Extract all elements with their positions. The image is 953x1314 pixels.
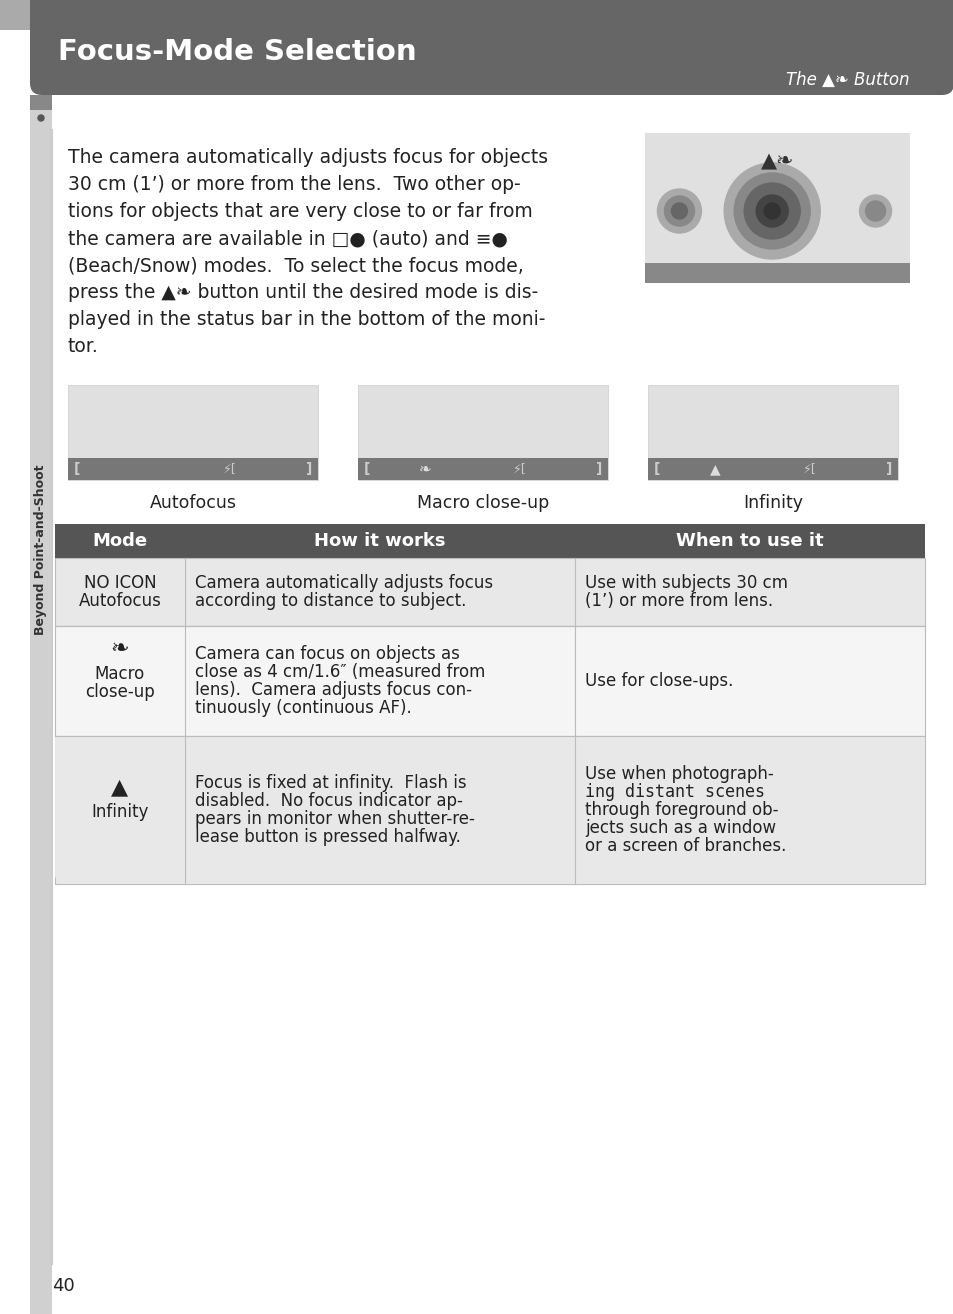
Text: tions for objects that are very close to or far from: tions for objects that are very close to… bbox=[68, 202, 532, 221]
Text: Beyond Point-and-Shoot: Beyond Point-and-Shoot bbox=[34, 465, 48, 635]
Text: lens).  Camera adjusts focus con-: lens). Camera adjusts focus con- bbox=[194, 681, 472, 699]
Text: 30 cm (1’) or more from the lens.  Two other op-: 30 cm (1’) or more from the lens. Two ot… bbox=[68, 175, 520, 194]
Text: ▲: ▲ bbox=[709, 463, 720, 476]
Bar bbox=[55, 558, 924, 625]
Text: ▲❧: ▲❧ bbox=[760, 151, 794, 171]
Bar bbox=[644, 263, 909, 283]
Bar bbox=[55, 736, 924, 809]
Text: Use with subjects 30 cm: Use with subjects 30 cm bbox=[584, 574, 787, 593]
Bar bbox=[0, 0, 953, 30]
Text: pears in monitor when shutter-re-: pears in monitor when shutter-re- bbox=[194, 809, 475, 828]
Bar bbox=[30, 0, 953, 50]
Text: Focus is fixed at infinity.  Flash is: Focus is fixed at infinity. Flash is bbox=[194, 774, 466, 792]
Text: close-up: close-up bbox=[85, 683, 154, 700]
Text: [: [ bbox=[364, 463, 370, 476]
Text: or a screen of branches.: or a screen of branches. bbox=[584, 837, 785, 855]
Bar bbox=[357, 459, 607, 480]
Text: tinuously (continuous AF).: tinuously (continuous AF). bbox=[194, 699, 412, 717]
Bar bbox=[647, 385, 897, 480]
Text: Autofocus: Autofocus bbox=[150, 494, 236, 512]
Circle shape bbox=[859, 194, 891, 227]
Circle shape bbox=[864, 201, 884, 221]
Text: through foreground ob-: through foreground ob- bbox=[584, 802, 778, 819]
Text: [: [ bbox=[74, 463, 80, 476]
Text: Use for close-ups.: Use for close-ups. bbox=[584, 671, 733, 690]
Text: ⚡[: ⚡[ bbox=[513, 463, 526, 476]
Circle shape bbox=[663, 196, 694, 226]
Text: ⚡[: ⚡[ bbox=[802, 463, 816, 476]
Text: ❧: ❧ bbox=[418, 461, 432, 477]
Bar bbox=[647, 459, 897, 480]
Bar bbox=[30, 95, 52, 110]
Circle shape bbox=[657, 189, 700, 233]
Text: disabled.  No focus indicator ap-: disabled. No focus indicator ap- bbox=[194, 792, 462, 809]
Bar bbox=[68, 385, 317, 480]
Text: Macro close-up: Macro close-up bbox=[416, 494, 549, 512]
Text: lease button is pressed halfway.: lease button is pressed halfway. bbox=[194, 828, 460, 846]
Text: Camera automatically adjusts focus: Camera automatically adjusts focus bbox=[194, 574, 493, 593]
Text: NO ICON: NO ICON bbox=[84, 574, 156, 593]
Text: ❧: ❧ bbox=[111, 639, 130, 660]
Text: press the ▲❧ button until the desired mode is dis-: press the ▲❧ button until the desired mo… bbox=[68, 283, 537, 302]
Text: ]: ] bbox=[884, 463, 891, 476]
Text: ]: ] bbox=[305, 463, 312, 476]
FancyBboxPatch shape bbox=[55, 524, 924, 884]
Text: the camera are available in □● (auto) and ≡●: the camera are available in □● (auto) an… bbox=[68, 229, 507, 248]
Circle shape bbox=[763, 202, 780, 219]
Bar bbox=[357, 385, 607, 480]
Text: Focus-Mode Selection: Focus-Mode Selection bbox=[58, 38, 416, 66]
FancyBboxPatch shape bbox=[30, 0, 953, 95]
Text: ⚡[: ⚡[ bbox=[223, 463, 236, 476]
Text: [: [ bbox=[654, 463, 659, 476]
Text: ▲: ▲ bbox=[112, 777, 129, 798]
Text: according to distance to subject.: according to distance to subject. bbox=[194, 593, 466, 610]
Bar bbox=[30, 95, 52, 1314]
Text: Infinity: Infinity bbox=[742, 494, 802, 512]
Text: 40: 40 bbox=[52, 1277, 74, 1296]
Circle shape bbox=[723, 163, 820, 259]
Bar bbox=[55, 524, 924, 541]
Text: tor.: tor. bbox=[68, 336, 99, 356]
FancyBboxPatch shape bbox=[55, 736, 924, 884]
Text: Autofocus: Autofocus bbox=[78, 593, 161, 610]
Circle shape bbox=[734, 173, 809, 248]
Text: jects such as a window: jects such as a window bbox=[584, 819, 776, 837]
Text: played in the status bar in the bottom of the moni-: played in the status bar in the bottom o… bbox=[68, 310, 545, 328]
Text: (Beach/Snow) modes.  To select the focus mode,: (Beach/Snow) modes. To select the focus … bbox=[68, 256, 523, 275]
Text: ]: ] bbox=[595, 463, 601, 476]
Text: How it works: How it works bbox=[314, 532, 445, 551]
Bar bbox=[68, 459, 317, 480]
Bar bbox=[55, 736, 924, 884]
Bar bbox=[55, 524, 924, 558]
Text: (1’) or more from lens.: (1’) or more from lens. bbox=[584, 593, 772, 610]
Bar bbox=[644, 133, 909, 283]
Circle shape bbox=[38, 116, 44, 121]
Text: Infinity: Infinity bbox=[91, 803, 149, 821]
Text: The ▲❧ Button: The ▲❧ Button bbox=[785, 71, 909, 89]
Circle shape bbox=[671, 202, 687, 219]
Text: ing distant scenes: ing distant scenes bbox=[584, 783, 764, 802]
Text: Use when photograph-: Use when photograph- bbox=[584, 765, 773, 783]
Circle shape bbox=[756, 194, 787, 227]
Text: close as 4 cm/1.6″ (measured from: close as 4 cm/1.6″ (measured from bbox=[194, 664, 485, 681]
Circle shape bbox=[743, 183, 800, 239]
Bar bbox=[55, 625, 924, 736]
Text: Mode: Mode bbox=[92, 532, 148, 551]
Text: The camera automatically adjusts focus for objects: The camera automatically adjusts focus f… bbox=[68, 148, 548, 167]
Text: Macro: Macro bbox=[94, 665, 145, 683]
Text: When to use it: When to use it bbox=[676, 532, 823, 551]
Text: Camera can focus on objects as: Camera can focus on objects as bbox=[194, 645, 459, 664]
